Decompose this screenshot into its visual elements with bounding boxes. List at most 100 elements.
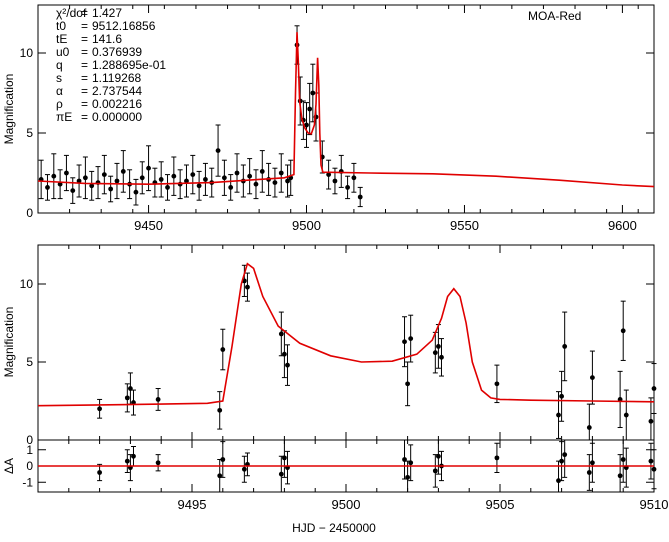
data-point <box>620 457 626 462</box>
data-point <box>57 181 63 187</box>
data-point <box>82 175 88 181</box>
data-point <box>648 418 654 424</box>
data-point <box>326 172 332 178</box>
data-point <box>332 178 338 184</box>
data-point <box>304 122 309 128</box>
data-point <box>259 169 265 174</box>
data-point <box>245 284 250 290</box>
y-tick-label: 1 <box>26 443 33 457</box>
x-axis-label: HJD − 2450000 <box>292 521 376 535</box>
param-value: 141.6 <box>92 32 122 46</box>
data-point <box>108 186 114 192</box>
data-point <box>220 457 226 462</box>
data-point <box>556 412 561 418</box>
data-point <box>64 170 69 176</box>
data-point <box>241 466 247 472</box>
data-point <box>203 177 208 182</box>
param-equals: = <box>81 84 88 98</box>
x-tick-label: 9495 <box>178 497 207 512</box>
data-point <box>97 406 102 412</box>
data-point <box>278 331 284 337</box>
param-value: 0.376939 <box>92 45 142 59</box>
data-point <box>171 173 177 179</box>
data-point <box>351 175 357 181</box>
data-point <box>405 381 410 387</box>
param-label: q <box>56 58 63 72</box>
data-point <box>494 381 500 387</box>
model-curve <box>37 262 655 407</box>
data-point <box>139 175 145 181</box>
param-label: s <box>56 71 62 85</box>
x-tick-label: 9600 <box>608 218 637 233</box>
x-tick-label: 9500 <box>292 218 321 233</box>
data-point <box>272 180 278 186</box>
data-point <box>620 328 626 334</box>
data-point <box>131 453 136 459</box>
param-label: tE <box>56 32 67 46</box>
data-point <box>45 185 50 190</box>
param-label: χ²/dof <box>56 6 87 20</box>
data-point <box>405 474 410 480</box>
data-point <box>408 336 414 341</box>
data-point <box>124 458 130 464</box>
data-point <box>345 185 350 190</box>
data-point <box>228 185 234 190</box>
data-point <box>70 188 76 194</box>
dataset-label: MOA-Red <box>528 9 581 23</box>
data-point <box>278 170 284 176</box>
data-point <box>432 350 438 356</box>
param-value: 2.737544 <box>92 84 142 98</box>
data-point <box>648 458 654 464</box>
y-tick-label: -1 <box>22 475 33 489</box>
data-point <box>76 178 82 184</box>
data-point <box>120 169 126 174</box>
zoom-panel: 0 5 10 Magnification <box>2 244 657 447</box>
data-point <box>559 458 564 464</box>
param-equals: = <box>81 6 88 20</box>
param-equals: = <box>81 19 88 33</box>
data-point <box>562 344 568 349</box>
param-label: ρ <box>56 97 63 111</box>
data-point <box>623 412 629 418</box>
data-point <box>586 425 592 430</box>
data-point <box>51 173 57 179</box>
data-point <box>234 170 240 176</box>
data-point <box>590 375 595 380</box>
y-tick-label: 5 <box>26 355 33 369</box>
data-point <box>285 362 290 368</box>
data-point <box>253 181 259 187</box>
data-point <box>155 460 161 466</box>
data-point <box>146 165 151 171</box>
data-point <box>114 178 120 184</box>
data-point <box>439 354 444 360</box>
data-point <box>590 460 595 466</box>
param-equals: = <box>81 71 88 85</box>
param-label: πE <box>56 110 72 124</box>
data-point <box>220 347 226 352</box>
param-equals: = <box>81 32 88 46</box>
data-point <box>124 395 130 401</box>
data-point <box>436 453 441 459</box>
param-equals: = <box>81 45 88 59</box>
data-point <box>247 173 253 179</box>
data-point <box>217 407 223 413</box>
x-tick-label: 9550 <box>450 218 479 233</box>
data-point <box>357 194 363 200</box>
data-point <box>184 178 189 184</box>
x-tick-label: 9505 <box>486 497 515 512</box>
data-point <box>101 172 107 178</box>
data-point <box>158 177 164 182</box>
data-point <box>196 183 202 189</box>
data-point <box>559 393 564 399</box>
x-tick-label: 9510 <box>640 497 669 512</box>
data-point <box>651 466 657 472</box>
data-point <box>215 148 221 154</box>
y-tick-label: 5 <box>26 126 33 140</box>
data-point <box>190 172 196 178</box>
data-point <box>97 470 102 475</box>
data-point <box>282 455 287 461</box>
data-point <box>221 175 227 181</box>
